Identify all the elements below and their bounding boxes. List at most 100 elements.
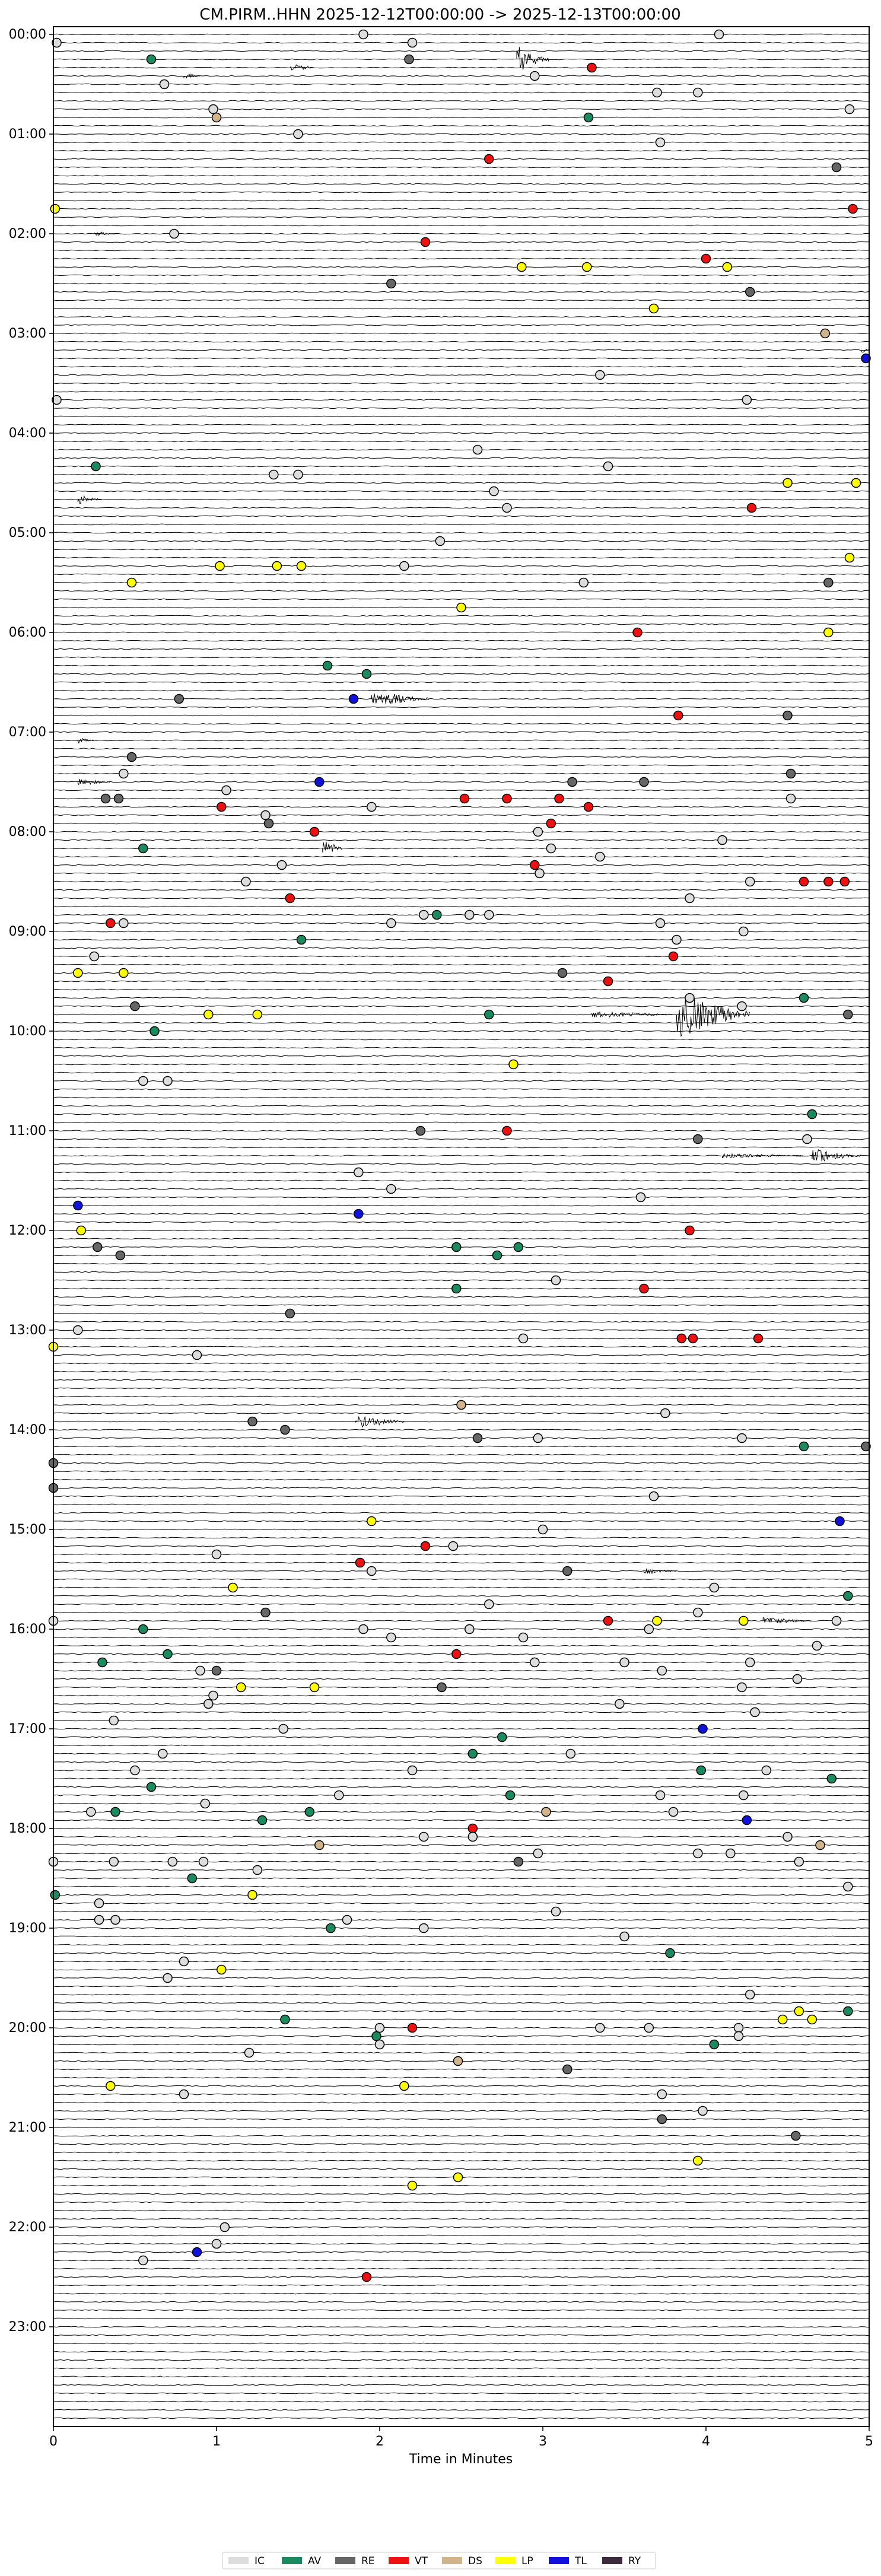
event-marker-lp — [777, 2014, 788, 2025]
trace-row — [53, 75, 869, 77]
trace-row — [53, 1678, 869, 1680]
event-marker-ic — [179, 2089, 189, 2100]
hour-label: 00:00 — [9, 27, 46, 42]
trace-row — [53, 631, 869, 634]
hour-label: 04:00 — [9, 426, 46, 441]
trace-row — [53, 2010, 869, 2012]
trace-row — [53, 2417, 869, 2419]
event-marker-lp — [247, 1890, 257, 1900]
trace-row — [53, 1960, 869, 1963]
trace-row — [53, 1993, 869, 1996]
event-marker-vt — [546, 818, 556, 829]
trace-row — [53, 2342, 869, 2345]
hour-label: 21:00 — [9, 2120, 46, 2135]
legend-label-vt: VT — [415, 2555, 428, 2567]
event-marker-ic — [269, 469, 279, 480]
event-marker-ic — [655, 137, 666, 148]
event-marker-ic — [693, 1607, 703, 1618]
trace-row — [53, 1844, 869, 1846]
trace-row — [53, 698, 869, 700]
event-marker-vt — [676, 1333, 687, 1344]
trace-row — [53, 2168, 869, 2170]
event-marker-re — [562, 2064, 573, 2075]
trace-row — [53, 257, 869, 260]
trace-row — [53, 2351, 869, 2353]
trace-row — [53, 2035, 869, 2037]
trace-row — [53, 274, 869, 276]
event-marker-ic — [354, 1167, 364, 1178]
event-marker-ic — [657, 2089, 667, 2100]
waveform-burst — [322, 841, 342, 853]
event-marker-ic — [745, 1657, 755, 1668]
event-marker-vt — [603, 1615, 613, 1626]
trace-row — [53, 714, 869, 717]
event-marker-tl — [742, 1815, 752, 1826]
event-marker-re — [115, 1250, 126, 1261]
event-marker-ic — [94, 1914, 104, 1925]
trace-row — [53, 1728, 869, 1730]
event-marker-re — [791, 2130, 801, 2141]
event-marker-lp — [367, 1516, 377, 1526]
trace-row — [53, 1711, 869, 1713]
event-marker-ic — [844, 104, 855, 115]
event-marker-ic — [203, 1699, 214, 1709]
event-marker-lp — [807, 2014, 818, 2025]
trace-row — [53, 1645, 869, 1647]
legend: IC AV RE VT DS LP TL RY — [222, 2552, 656, 2569]
waveform-burst — [183, 73, 201, 79]
trace-row — [53, 490, 869, 492]
event-marker-av — [505, 1790, 516, 1801]
event-marker-vt — [685, 1225, 695, 1236]
event-marker-ic — [200, 1798, 211, 1809]
event-marker-ic — [119, 768, 129, 779]
trace-row — [53, 1254, 869, 1257]
event-marker-av — [583, 112, 594, 123]
event-marker-ic — [367, 802, 377, 812]
waveform-burst — [371, 693, 429, 705]
trace-row — [53, 1163, 869, 1165]
event-marker-ic — [739, 926, 749, 937]
trace-row — [53, 1487, 869, 1489]
trace-row — [53, 66, 869, 69]
event-marker-lp — [119, 968, 129, 978]
event-marker-ic — [374, 2022, 385, 2033]
trace-row — [53, 523, 869, 526]
event-marker-ic — [198, 1856, 209, 1867]
trace-row — [53, 1188, 869, 1190]
event-marker-ds — [456, 1400, 466, 1410]
event-marker-vt — [639, 1283, 649, 1294]
event-marker-vt — [688, 1333, 698, 1344]
event-marker-lp — [648, 303, 659, 314]
trace-row — [53, 1769, 869, 1772]
trace-row — [53, 739, 869, 742]
trace-row — [53, 382, 869, 384]
trace-row — [53, 980, 869, 982]
trace-row — [53, 1545, 869, 1547]
event-marker-re — [280, 1424, 290, 1435]
trace-row — [53, 224, 869, 227]
event-marker-ic — [565, 1748, 576, 1759]
event-marker-av — [843, 1591, 853, 1601]
event-marker-lp — [126, 577, 137, 588]
legend-label-re: RE — [361, 2555, 375, 2567]
trace-row — [53, 282, 869, 285]
event-marker-ic — [655, 1790, 666, 1801]
trace-row — [53, 640, 869, 642]
trace-row — [53, 1802, 869, 1805]
hour-label: 17:00 — [9, 1722, 46, 1737]
event-marker-vt — [407, 2022, 418, 2033]
trace-row — [53, 1370, 869, 1373]
trace-row — [53, 1362, 869, 1365]
waveform-burst — [77, 779, 110, 785]
trace-row — [53, 905, 869, 908]
event-marker-ic — [652, 87, 662, 98]
trace-row — [53, 939, 869, 941]
event-marker-ic — [244, 2047, 255, 2058]
trace-row — [53, 2251, 869, 2253]
trace-row — [53, 2409, 869, 2411]
trace-row — [53, 50, 869, 52]
trace-row — [53, 1495, 869, 1497]
trace-row — [53, 1121, 869, 1124]
event-marker-ic — [163, 1076, 173, 1086]
trace-row — [53, 2292, 869, 2295]
